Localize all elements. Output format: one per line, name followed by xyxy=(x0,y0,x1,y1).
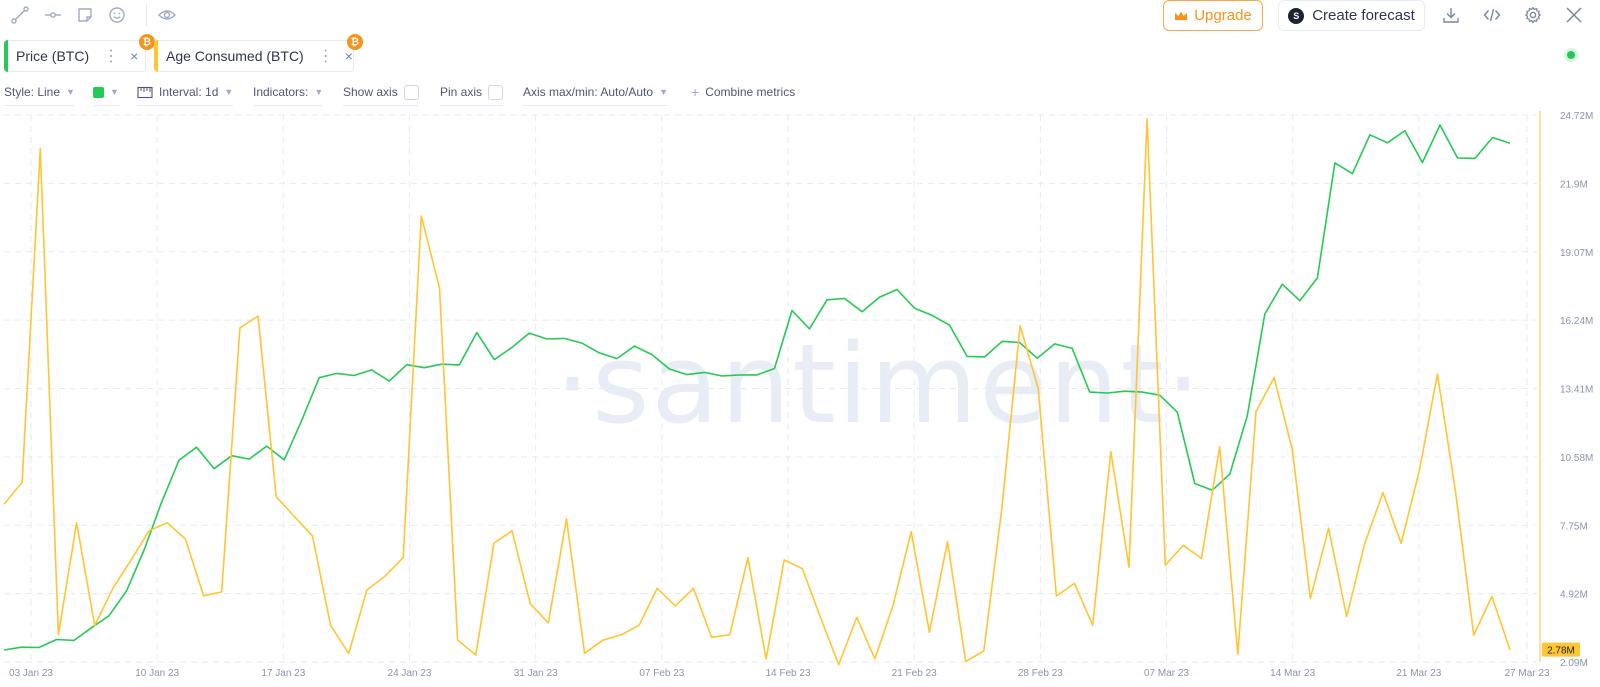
eye-icon[interactable] xyxy=(156,4,178,26)
close-icon[interactable] xyxy=(1563,4,1585,26)
metric-color-bar xyxy=(154,40,158,72)
right-axis: 24.72M 21.9M 19.07M 16.24M 13.41M 10.58M 7.75M… xyxy=(1539,111,1593,669)
metric-menu-icon[interactable]: ⋮ xyxy=(103,48,119,65)
x-tick-label: 10 Jan 23 xyxy=(135,668,179,679)
x-tick-label: 14 Feb 23 xyxy=(765,668,810,679)
y-tick-label: 16.24M xyxy=(1560,316,1593,327)
color-swatch xyxy=(93,86,104,98)
metric-tab-price[interactable]: Price (BTC) ⋮ × ₿ xyxy=(4,34,155,72)
embed-code-icon[interactable] xyxy=(1481,4,1503,26)
chevron-down-icon: ▼ xyxy=(224,87,234,97)
x-tick-label: 21 Feb 23 xyxy=(892,668,937,679)
upgrade-button[interactable]: Upgrade xyxy=(1163,0,1263,31)
pin-axis-label: Pin axis xyxy=(440,85,483,99)
style-dropdown[interactable]: Style: Line ▼ xyxy=(4,82,75,106)
pin-axis-toggle[interactable]: Pin axis xyxy=(440,82,504,106)
combine-metrics-label: Combine metrics xyxy=(705,85,796,99)
metric-tab-age-consumed[interactable]: Age Consumed (BTC) ⋮ × ₿ xyxy=(154,34,363,72)
y-tick-label: 24.72M xyxy=(1560,111,1593,122)
metric-label: Price (BTC) xyxy=(16,48,90,64)
settings-gear-icon[interactable] xyxy=(1522,4,1544,26)
chevron-down-icon: ▼ xyxy=(110,87,119,97)
chevron-down-icon: ▼ xyxy=(314,87,324,97)
chart-grid xyxy=(4,114,1537,663)
x-tick-label: 07 Mar 23 xyxy=(1144,668,1189,679)
chart-series xyxy=(3,118,1511,666)
x-tick-label: 07 Feb 23 xyxy=(639,668,684,679)
y-tick-label: 4.92M xyxy=(1560,590,1588,601)
chart-settings-row: Style: Line ▼ ▼ Interval: 1d ▼ Indicator… xyxy=(0,82,900,106)
x-tick-label: 28 Feb 23 xyxy=(1018,668,1063,679)
color-picker[interactable]: ▼ xyxy=(93,82,119,106)
indicators-label: Indicators: xyxy=(253,85,309,99)
interval-label: Interval: 1d xyxy=(159,85,219,99)
y-tick-label: 2.09M xyxy=(1560,658,1588,669)
y-tick-label: 21.9M xyxy=(1560,179,1588,190)
y-tick-label: 7.75M xyxy=(1560,521,1588,532)
price-series-line xyxy=(3,124,1511,651)
show-axis-label: Show axis xyxy=(343,85,398,99)
y-tick-label: 10.58M xyxy=(1560,453,1593,464)
x-tick-label: 17 Jan 23 xyxy=(261,668,305,679)
chevron-down-icon: ▼ xyxy=(659,87,668,97)
crown-icon xyxy=(1175,11,1188,20)
x-tick-label: 31 Jan 23 xyxy=(514,668,558,679)
current-value-badge xyxy=(1542,642,1580,657)
download-icon[interactable] xyxy=(1440,4,1462,26)
toolbar-divider xyxy=(146,4,147,26)
x-tick-label: 24 Jan 23 xyxy=(388,668,432,679)
create-forecast-label: Create forecast xyxy=(1312,7,1415,24)
axis-minmax-dropdown[interactable]: Axis max/min: Auto/Auto ▼ xyxy=(523,82,668,106)
note-icon[interactable] xyxy=(74,4,96,26)
combine-metrics-button[interactable]: + Combine metrics xyxy=(691,82,795,102)
ruler-icon xyxy=(137,86,153,98)
x-axis: 03 Jan 23 10 Jan 23 17 Jan 23 24 Jan 23 31 J… xyxy=(9,668,1550,679)
upgrade-label: Upgrade xyxy=(1194,7,1252,24)
x-tick-label: 27 Mar 23 xyxy=(1504,668,1549,679)
bitcoin-badge-icon: ₿ xyxy=(347,34,363,50)
metric-label: Age Consumed (BTC) xyxy=(166,48,304,64)
current-value-text: 2.78M xyxy=(1547,646,1575,657)
pin-axis-checkbox[interactable] xyxy=(488,84,504,100)
line-tool-icon[interactable] xyxy=(9,4,31,26)
indicators-dropdown[interactable]: Indicators: ▼ xyxy=(253,82,324,106)
metric-color-bar xyxy=(4,40,8,72)
show-axis-toggle[interactable]: Show axis xyxy=(343,82,419,106)
x-tick-label: 14 Mar 23 xyxy=(1270,668,1315,679)
santiment-logo-icon: S xyxy=(1288,7,1305,24)
metric-remove-icon[interactable]: × xyxy=(130,48,139,64)
live-status-indicator xyxy=(1564,48,1578,62)
x-tick-label: 03 Jan 23 xyxy=(9,668,53,679)
metric-menu-icon[interactable]: ⋮ xyxy=(317,48,334,65)
style-label: Style: Line xyxy=(4,85,61,99)
create-forecast-button[interactable]: S Create forecast xyxy=(1278,0,1425,31)
current-value-label: 2.78M xyxy=(1542,642,1580,657)
bitcoin-badge-icon: ₿ xyxy=(139,34,155,50)
interval-dropdown[interactable]: Interval: 1d ▼ xyxy=(137,82,234,106)
show-axis-checkbox[interactable] xyxy=(403,84,419,100)
x-tick-label: 21 Mar 23 xyxy=(1396,668,1441,679)
toolbar: Upgrade S Create forecast xyxy=(0,0,1600,32)
metric-remove-icon[interactable]: × xyxy=(344,48,353,64)
horizontal-ray-icon[interactable] xyxy=(42,4,64,26)
y-tick-label: 19.07M xyxy=(1560,248,1593,259)
age-consumed-series-line xyxy=(3,118,1511,666)
emoji-icon[interactable] xyxy=(106,4,128,26)
y-tick-label: 13.41M xyxy=(1560,385,1593,396)
axis-minmax-label: Axis max/min: Auto/Auto xyxy=(523,85,654,99)
chevron-down-icon: ▼ xyxy=(66,87,75,97)
plus-icon: + xyxy=(691,84,700,100)
